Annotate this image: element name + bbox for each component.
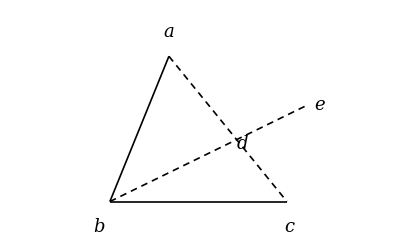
Text: d: d [237,134,249,152]
Text: c: c [284,217,294,236]
Text: a: a [164,23,174,41]
Text: b: b [93,217,104,236]
Text: e: e [314,96,325,113]
